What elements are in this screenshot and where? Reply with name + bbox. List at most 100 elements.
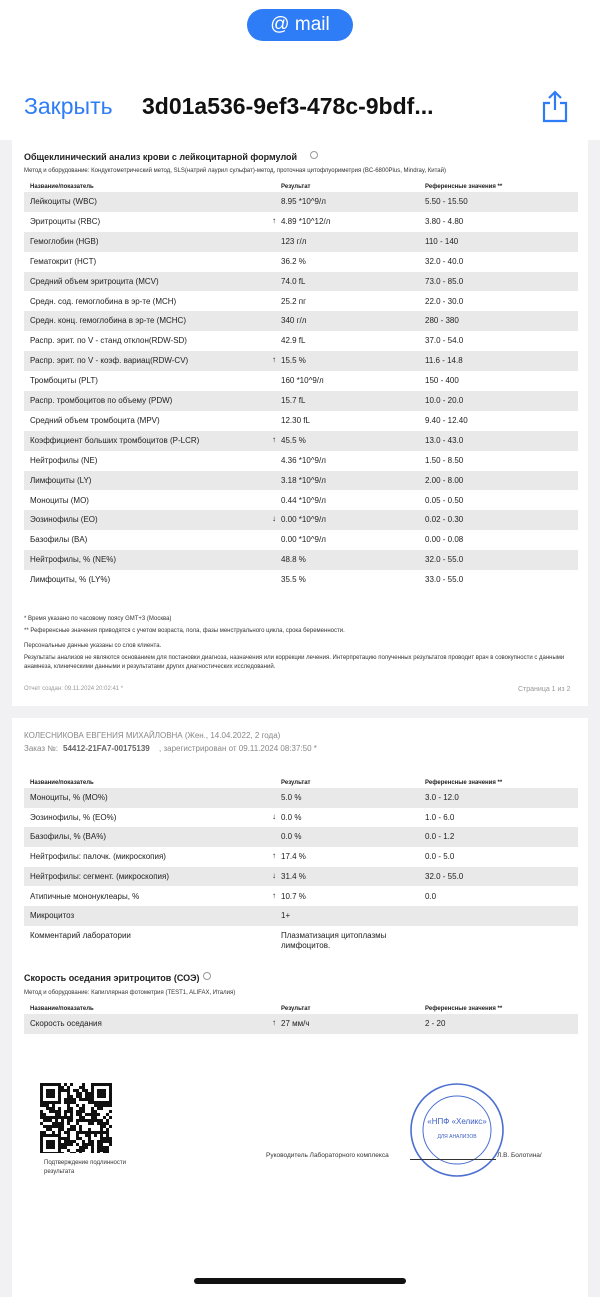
mail-pill[interactable]: @ mail bbox=[247, 9, 353, 41]
qr-module bbox=[76, 1134, 79, 1137]
row-name: Базофилы, % (BA%) bbox=[30, 832, 106, 842]
qr-module bbox=[73, 1140, 76, 1143]
qr-module bbox=[106, 1119, 109, 1122]
qr-module bbox=[100, 1128, 103, 1131]
qr-module bbox=[79, 1125, 82, 1128]
qr-module bbox=[76, 1137, 79, 1140]
row-result: 0.44 *10^9/л bbox=[281, 495, 326, 505]
qr-module bbox=[46, 1128, 49, 1131]
close-button[interactable]: Закрыть bbox=[24, 93, 113, 119]
qr-module bbox=[103, 1104, 106, 1107]
qr-module bbox=[52, 1104, 55, 1107]
qr-module bbox=[67, 1140, 70, 1143]
qr-module bbox=[46, 1089, 55, 1098]
row-result: 17.4 % bbox=[281, 852, 306, 862]
method: Метод и оборудование: Кондуктометрически… bbox=[24, 168, 446, 174]
row-ref: 10.0 - 20.0 bbox=[425, 396, 464, 405]
row-result: 0.00 *10^9/л bbox=[281, 535, 326, 545]
qr-module bbox=[94, 1134, 97, 1137]
row-result: 31.4 % bbox=[281, 871, 306, 881]
qr-module bbox=[46, 1125, 49, 1128]
qr-module bbox=[88, 1137, 91, 1140]
qr-module bbox=[43, 1131, 46, 1134]
share-icon[interactable] bbox=[540, 89, 570, 123]
section-title: Скорость оседания эритроцитов (СОЭ) bbox=[24, 973, 200, 983]
row-result: 340 г/л bbox=[281, 316, 307, 326]
qr-module bbox=[100, 1137, 103, 1140]
qr-module bbox=[97, 1146, 100, 1149]
qr-module bbox=[94, 1131, 97, 1134]
qr-module bbox=[85, 1098, 88, 1101]
qr-module bbox=[88, 1131, 91, 1134]
qr-module bbox=[55, 1113, 58, 1116]
qr-module bbox=[52, 1122, 55, 1125]
qr-module bbox=[73, 1089, 76, 1092]
qr-module bbox=[70, 1116, 73, 1119]
qr-module bbox=[103, 1137, 106, 1140]
qr-module bbox=[70, 1113, 73, 1116]
qr-module bbox=[76, 1104, 79, 1107]
qr-module bbox=[67, 1104, 70, 1107]
qr-module bbox=[79, 1152, 82, 1153]
signer: Л.В. Болотина/ bbox=[497, 1152, 542, 1159]
row-ref: 0.02 - 0.30 bbox=[425, 515, 464, 525]
row-result: 27 мм/ч bbox=[281, 1019, 310, 1028]
qr-module bbox=[100, 1131, 103, 1134]
qr-module bbox=[82, 1119, 85, 1122]
section-title: Общеклинический анализ крови с лейкоцита… bbox=[24, 152, 298, 162]
qr-module bbox=[70, 1128, 73, 1131]
column-header: Результат bbox=[281, 184, 311, 190]
row-ref: 37.0 - 54.0 bbox=[425, 336, 464, 346]
qr-module bbox=[67, 1122, 70, 1125]
qr-module bbox=[70, 1110, 73, 1113]
qr-module bbox=[109, 1140, 112, 1143]
qr-module bbox=[64, 1146, 67, 1149]
qr-module bbox=[61, 1143, 64, 1146]
row-band bbox=[24, 470, 578, 491]
qr-module bbox=[67, 1143, 70, 1146]
row-ref: 32.0 - 55.0 bbox=[425, 871, 464, 881]
qr-module bbox=[88, 1098, 91, 1101]
qr-module bbox=[94, 1119, 97, 1122]
qr-module bbox=[88, 1128, 91, 1131]
qr-module bbox=[61, 1152, 64, 1153]
qr-module bbox=[91, 1131, 94, 1134]
qr-module bbox=[109, 1110, 112, 1113]
row-result: 25.2 пг bbox=[281, 296, 307, 306]
qr-module bbox=[91, 1146, 94, 1149]
qr-module bbox=[58, 1113, 61, 1116]
row-name: Нейтрофилы, % (NE%) bbox=[30, 555, 117, 565]
row-band bbox=[24, 906, 578, 926]
qr-module bbox=[76, 1122, 79, 1125]
row-ref: 9.40 - 12.40 bbox=[425, 415, 468, 425]
qr-module bbox=[79, 1131, 82, 1134]
qr-module bbox=[73, 1125, 76, 1128]
row-name: Распр. эрит. по V - станд отклон(RDW-SD) bbox=[30, 336, 187, 346]
qr-module bbox=[85, 1146, 88, 1149]
qr-module bbox=[64, 1110, 67, 1113]
qr-module bbox=[52, 1110, 55, 1113]
qr-module bbox=[76, 1149, 79, 1152]
row-band bbox=[24, 866, 578, 887]
qr-module bbox=[82, 1116, 85, 1119]
qr-module bbox=[79, 1086, 82, 1089]
row-name: Эозинофилы, % (EO%) bbox=[30, 812, 117, 822]
qr-module bbox=[64, 1116, 67, 1119]
row-name: Средн. сод. гемоглобина в эр-те (MCH) bbox=[30, 296, 177, 306]
qr-module bbox=[82, 1143, 85, 1146]
qr-module bbox=[79, 1113, 82, 1116]
qr-module bbox=[85, 1095, 88, 1098]
qr-module bbox=[76, 1110, 79, 1113]
row-name: Коэффициент больших тромбоцитов (P-LCR) bbox=[30, 435, 200, 445]
qr-module bbox=[43, 1113, 46, 1116]
qr-module bbox=[82, 1131, 85, 1134]
qr-module bbox=[52, 1116, 55, 1119]
row-result: 36.2 % bbox=[281, 256, 306, 266]
qr-module bbox=[88, 1119, 91, 1122]
qr-module bbox=[79, 1092, 82, 1095]
qr-module bbox=[52, 1125, 55, 1128]
qr-module bbox=[97, 1122, 100, 1125]
qr-module bbox=[106, 1113, 109, 1116]
row-name: Нейтрофилы: сегмент. (микроскопия) bbox=[30, 871, 169, 881]
created: Отчет создан: 09.11.2024 20:02:41 * bbox=[24, 686, 124, 692]
